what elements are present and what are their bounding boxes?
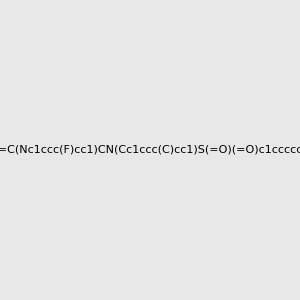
Text: O=C(Nc1ccc(F)cc1)CN(Cc1ccc(C)cc1)S(=O)(=O)c1ccccc1: O=C(Nc1ccc(F)cc1)CN(Cc1ccc(C)cc1)S(=O)(=… xyxy=(0,145,300,155)
